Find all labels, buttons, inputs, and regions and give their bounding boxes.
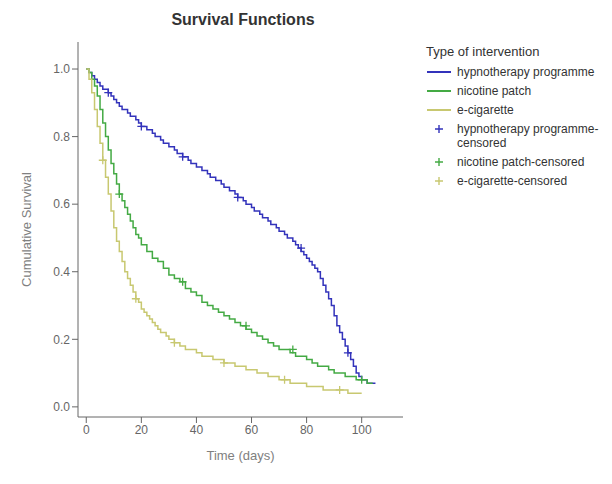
svg-text:20: 20 xyxy=(135,423,149,437)
html-text:hypnotherapy programme: hypnotherapy programme xyxy=(457,65,595,79)
html-text:nicotine patch: nicotine patch xyxy=(457,84,532,98)
html-text:Survival Functions: Survival Functions xyxy=(171,11,315,28)
svg-text:0.4: 0.4 xyxy=(53,265,70,279)
svg-text:100: 100 xyxy=(352,423,372,437)
svg-text:0.6: 0.6 xyxy=(53,197,70,211)
html-text:e-cigarette-censored: e-cigarette-censored xyxy=(457,174,568,188)
svg-text:0.8: 0.8 xyxy=(53,130,70,144)
html-text:e-cigarette: e-cigarette xyxy=(457,103,514,117)
svg-text:Cumulative Survival: Cumulative Survival xyxy=(19,172,34,287)
html-text:hypnotherapy programme- censor: hypnotherapy programme- censored xyxy=(457,122,599,150)
svg-text:1.0: 1.0 xyxy=(53,62,70,76)
svg-text:0.0: 0.0 xyxy=(53,400,70,414)
html-text:nicotine patch-censored: nicotine patch-censored xyxy=(457,155,585,169)
svg-text:0: 0 xyxy=(83,423,90,437)
svg-text:0.2: 0.2 xyxy=(53,333,70,347)
svg-text:80: 80 xyxy=(300,423,314,437)
svg-text:60: 60 xyxy=(245,423,259,437)
html-text:Type of intervention: Type of intervention xyxy=(426,44,540,59)
svg-text:40: 40 xyxy=(190,423,204,437)
svg-text:Time (days): Time (days) xyxy=(206,448,274,463)
